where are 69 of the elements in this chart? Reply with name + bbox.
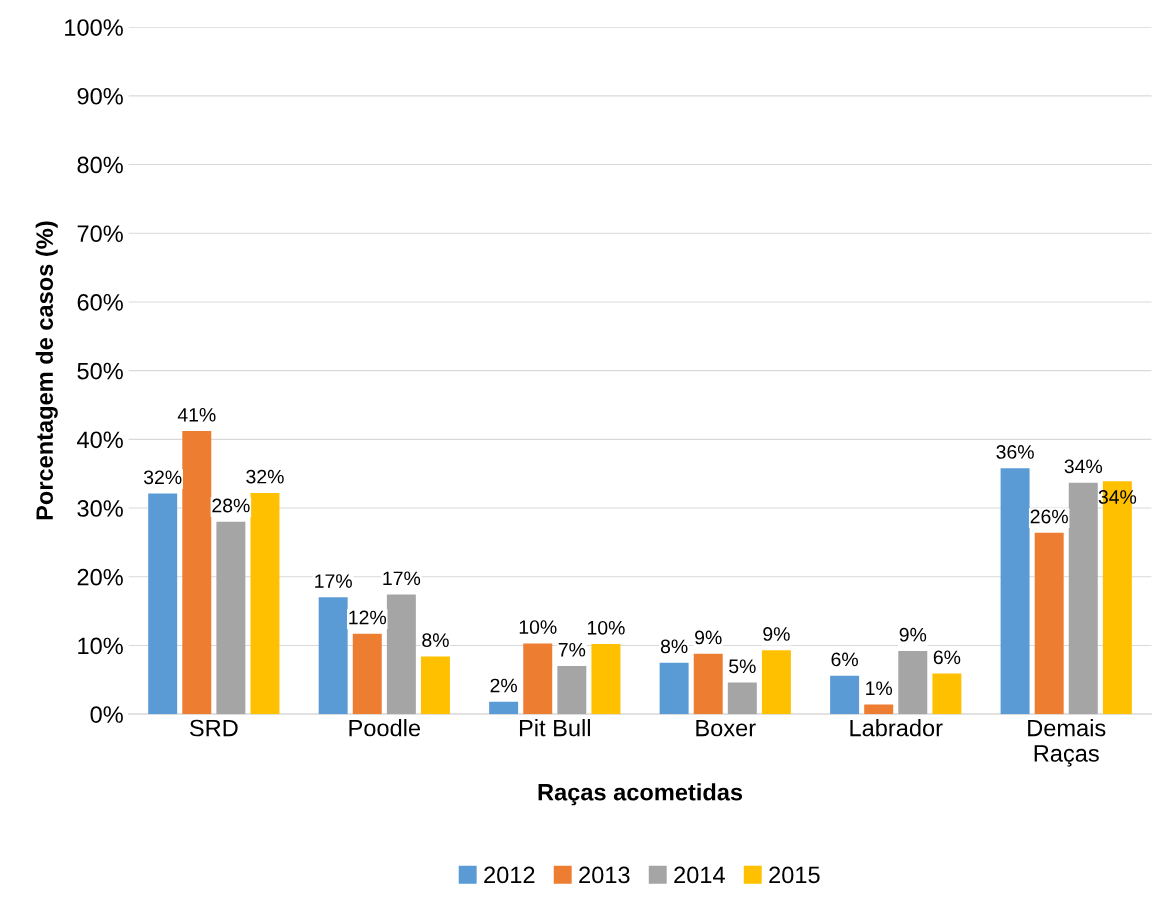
y-tick-label: 70% (77, 225, 123, 243)
y-tick-label: 20% (77, 568, 123, 586)
data-label: 6% (831, 652, 858, 667)
x-tick-label: SRD (189, 719, 238, 737)
data-label: 32% (143, 470, 182, 485)
bar (489, 701, 519, 715)
y-tick-label: 30% (77, 500, 123, 517)
bar (420, 656, 450, 715)
bar (557, 666, 587, 715)
y-axis-title: Porcentagem de casos (%) (35, 221, 58, 520)
data-label: 8% (660, 639, 688, 654)
x-axis-title: Raças acometidas (538, 783, 743, 806)
data-label: 17% (315, 574, 352, 588)
legend-label: 2014 (674, 866, 725, 884)
x-tick-label: Poodle (349, 719, 421, 737)
data-label: 8% (422, 633, 449, 648)
x-tick-label: Labrador (850, 719, 943, 737)
data-label: 9% (899, 627, 927, 642)
data-label: 9% (695, 630, 722, 645)
legend-label: 2013 (579, 866, 630, 884)
data-label: 32% (246, 469, 284, 484)
bar (761, 650, 791, 715)
x-tick-label: Pit Bull (519, 719, 590, 737)
y-tick-label: 80% (77, 156, 123, 174)
bar (659, 662, 689, 715)
data-label: 36% (996, 445, 1034, 459)
data-label: 5% (729, 659, 756, 674)
bar (1034, 532, 1064, 715)
y-tick-label: 60% (77, 294, 123, 311)
data-label: 1% (866, 681, 893, 696)
y-tick-label: 10% (78, 637, 123, 655)
bar (250, 492, 280, 715)
bar (386, 594, 416, 715)
bar (1068, 482, 1098, 715)
y-tick-label: 50% (77, 362, 123, 380)
bar (727, 682, 757, 715)
data-label: 17% (383, 571, 421, 586)
data-label: 12% (349, 610, 387, 625)
y-tick-label: 100% (65, 19, 123, 36)
bar (830, 675, 860, 715)
data-label: 10% (519, 620, 557, 634)
bar (898, 650, 928, 715)
bar (216, 521, 246, 715)
data-label: 9% (763, 627, 790, 641)
y-tick-label: 0% (90, 706, 123, 723)
legend-label: 2012 (484, 866, 535, 884)
data-label: 2% (490, 678, 517, 693)
bar (182, 431, 212, 715)
y-tick-label: 90% (77, 87, 123, 105)
bar (148, 493, 178, 715)
y-tick-label: 40% (77, 431, 123, 449)
x-tick-label: Boxer (696, 719, 756, 737)
data-label: 34% (1064, 459, 1103, 474)
bar (932, 673, 962, 715)
bar (864, 704, 894, 715)
x-tick-label: Demais Raças (1028, 719, 1106, 767)
legend-label: 2015 (769, 866, 820, 884)
data-label: 28% (212, 498, 250, 513)
bar (591, 644, 621, 715)
bar (352, 633, 382, 715)
bar (318, 597, 348, 715)
data-label: 26% (1030, 509, 1068, 524)
data-label: 10% (587, 620, 625, 635)
bar (693, 653, 723, 715)
data-label: 7% (558, 642, 586, 657)
bar (523, 643, 553, 715)
data-label: 6% (933, 650, 961, 665)
data-label: 41% (177, 408, 216, 422)
bar (1000, 468, 1030, 715)
